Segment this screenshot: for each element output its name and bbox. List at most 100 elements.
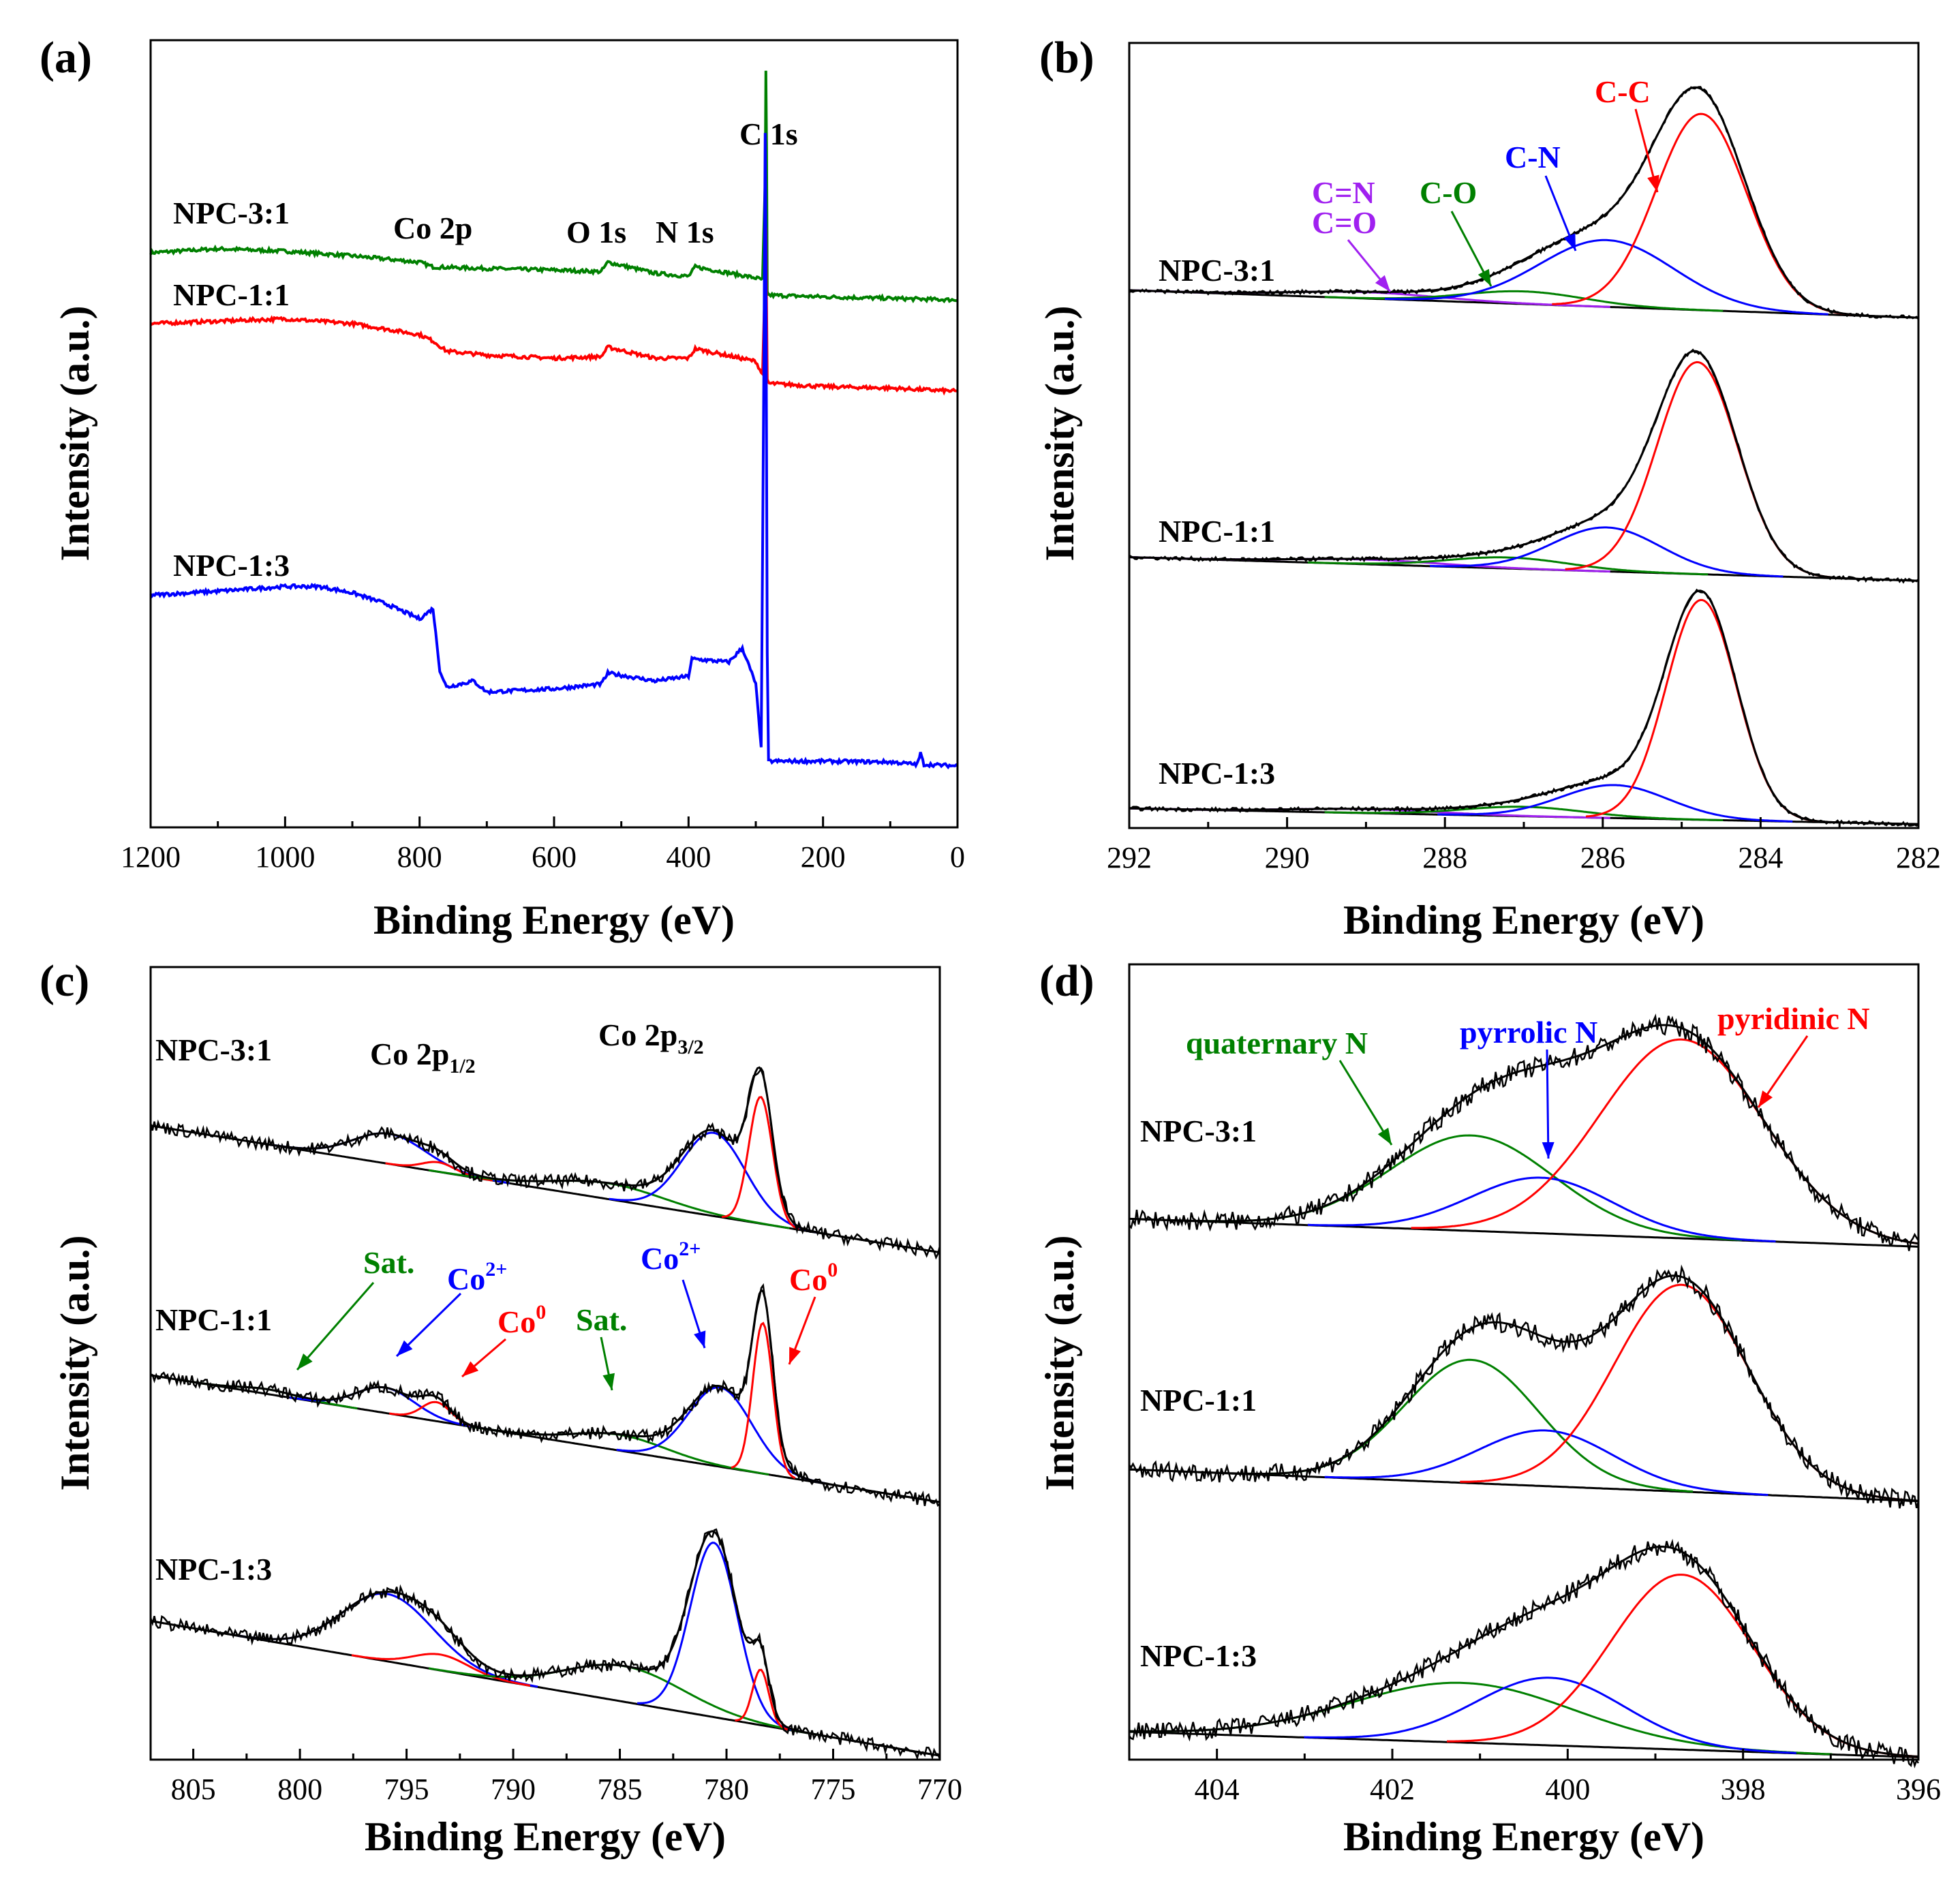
x-tick-label-a: 600 <box>532 840 577 874</box>
panel-a: (a) 1200 1000 800 600 400 200 0 Binding Energy… <box>40 33 965 943</box>
arrow-pyrrolic-n <box>1546 1049 1550 1159</box>
arrows-c <box>296 1279 816 1391</box>
annotation-sat-2: Sat. <box>576 1302 627 1337</box>
panel-d-letter: (d) <box>1039 956 1094 1006</box>
y-axis-title-c: Intensity (a.u.) <box>52 1235 97 1490</box>
arrow-c-c-head <box>1647 174 1659 192</box>
component-peak-d-npc-1-1-2 <box>1460 1283 1904 1501</box>
component-peak-b-npc-3-1-1 <box>1324 290 1724 312</box>
plot-frame-d <box>1128 963 1920 1761</box>
annotation-co0-1: Co0 <box>497 1301 546 1339</box>
panel-a-letter: (a) <box>40 33 92 82</box>
component-peak-b-npc-1-3-3 <box>1585 598 1818 823</box>
arrow-sat-1-head <box>297 1353 313 1370</box>
sample-label-c-npc31: NPC-3:1 <box>155 1032 272 1067</box>
annotation-co2p32: Co 2p3/2 <box>598 1017 704 1058</box>
x-axis-title-b: Binding Energy (eV) <box>1343 898 1704 943</box>
panel-c: (c) 805 800 795 790 785 780 775 770 Binding Ene… <box>40 956 962 1859</box>
x-tick-label-a: 0 <box>950 840 965 874</box>
x-axis-a: 1200 1000 800 600 400 200 0 <box>121 816 965 874</box>
sample-label-a-npc11: NPC-1:1 <box>173 277 290 312</box>
plot-area-c <box>149 1066 941 1761</box>
annotation-c-c: C-C <box>1595 74 1651 109</box>
annotation-c-o: C-O <box>1420 175 1477 210</box>
arrows-d <box>1338 1035 1809 1159</box>
x-axis-c: 805 800 795 790 785 780 775 770 <box>171 1749 962 1806</box>
arrows-b <box>1347 108 1659 292</box>
arrow-c-n-head <box>1563 233 1576 251</box>
x-tick-label-d: 398 <box>1721 1773 1766 1806</box>
x-tick-label-b: 288 <box>1422 841 1467 874</box>
fit-envelope-d-npc-3-1 <box>1129 1024 1919 1245</box>
y-axis-title-b: Intensity (a.u.) <box>1037 305 1082 561</box>
sample-label-b-npc13: NPC-1:3 <box>1159 756 1275 791</box>
x-tick-label-a: 1000 <box>255 840 315 874</box>
sample-label-c-npc11: NPC-1:1 <box>155 1302 272 1337</box>
raw-spectrum-b-npc-1-3 <box>1129 588 1919 827</box>
x-axis-b: 292 290 288 286 284 282 <box>1107 817 1941 874</box>
x-tick-label-b: 284 <box>1738 841 1783 874</box>
x-tick-label-d: 402 <box>1370 1773 1415 1806</box>
panel-b-letter: (b) <box>1039 33 1094 82</box>
arrow-quaternary-n-head <box>1377 1127 1392 1145</box>
y-axis-title-a: Intensity (a.u.) <box>52 305 97 561</box>
arrow-pyridinic-n-head <box>1758 1090 1773 1107</box>
component-peak-b-npc-1-1-3 <box>1565 361 1831 579</box>
component-peak-c-npc-3-1-3 <box>609 1131 818 1234</box>
x-tick-label-b: 282 <box>1896 841 1941 874</box>
annotation-co0-2: Co0 <box>789 1259 838 1297</box>
component-peak-b-npc-1-1-2 <box>1430 526 1783 578</box>
x-tick-label-b: 292 <box>1107 841 1152 874</box>
annotation-co2plus-2: Co2+ <box>641 1238 701 1276</box>
x-axis-title-a: Binding Energy (eV) <box>373 898 735 943</box>
x-tick-label-c: 775 <box>811 1773 856 1806</box>
arrow-co0-1-head <box>462 1361 479 1377</box>
panel-b: (b) 292 290 288 286 284 282 Binding Energy (e… <box>1037 33 1941 943</box>
component-peak-b-npc-1-3-1 <box>1324 806 1724 821</box>
plot-frame-a <box>149 39 959 829</box>
x-tick-label-b: 286 <box>1580 841 1625 874</box>
x-axis-title-d: Binding Energy (eV) <box>1343 1814 1704 1859</box>
x-tick-label-c: 805 <box>171 1773 216 1806</box>
sample-label-b-npc11: NPC-1:1 <box>1159 514 1275 549</box>
plot-area-d <box>1128 1013 1920 1769</box>
annotation-co2plus-1: Co2+ <box>447 1258 507 1296</box>
raw-spectrum-c-npc-1-1 <box>150 1283 940 1507</box>
x-tick-label-c: 785 <box>598 1773 643 1806</box>
series-line-npc-1-1 <box>149 227 958 396</box>
sample-label-b-npc31: NPC-3:1 <box>1159 253 1275 288</box>
x-tick-label-a: 200 <box>801 840 846 874</box>
raw-spectrum-b-npc-1-1 <box>1129 348 1919 584</box>
raw-spectrum-c-npc-3-1 <box>149 1067 941 1260</box>
annotation-quaternary-n: quaternary N <box>1186 1026 1368 1060</box>
arrow-co2plus-2-head <box>694 1330 706 1348</box>
sample-label-d-npc11: NPC-1:1 <box>1140 1383 1257 1418</box>
y-axis-title-d: Intensity (a.u.) <box>1037 1235 1082 1490</box>
component-peak-c-npc-1-3-4 <box>735 1668 788 1731</box>
component-peak-b-npc-3-1-2 <box>1384 239 1828 316</box>
annotation-pyrrolic-n: pyrrolic N <box>1460 1015 1597 1050</box>
arrow-co2plus-1-head <box>397 1340 413 1356</box>
annotation-c-eq-n: C=N <box>1312 175 1375 210</box>
annotation-c1s: C 1s <box>739 117 798 151</box>
x-tick-label-b: 290 <box>1265 841 1310 874</box>
arrow-co0-2-head <box>789 1347 801 1364</box>
series-line-npc-1-3 <box>149 133 959 770</box>
baseline-d-npc-3-1 <box>1129 1217 1919 1248</box>
annotation-c-n: C-N <box>1505 140 1561 174</box>
x-tick-label-d: 404 <box>1195 1773 1240 1806</box>
sample-label-d-npc31: NPC-3:1 <box>1140 1114 1257 1148</box>
x-tick-label-c: 780 <box>704 1773 749 1806</box>
x-tick-label-a: 800 <box>397 840 442 874</box>
annotation-c-eq-o: C=O <box>1312 205 1377 240</box>
panel-c-letter: (c) <box>40 956 89 1006</box>
component-peak-c-npc-1-3-1 <box>351 1653 531 1687</box>
sample-label-a-npc13: NPC-1:3 <box>173 548 290 583</box>
component-peak-d-npc-1-3-1 <box>1304 1677 1796 1754</box>
plot-area-a <box>149 70 959 770</box>
plot-frame-c <box>149 966 941 1761</box>
arrow-quaternary-n <box>1338 1060 1393 1146</box>
x-tick-label-d: 400 <box>1545 1773 1590 1806</box>
component-peak-c-npc-1-1-5 <box>731 1321 796 1480</box>
